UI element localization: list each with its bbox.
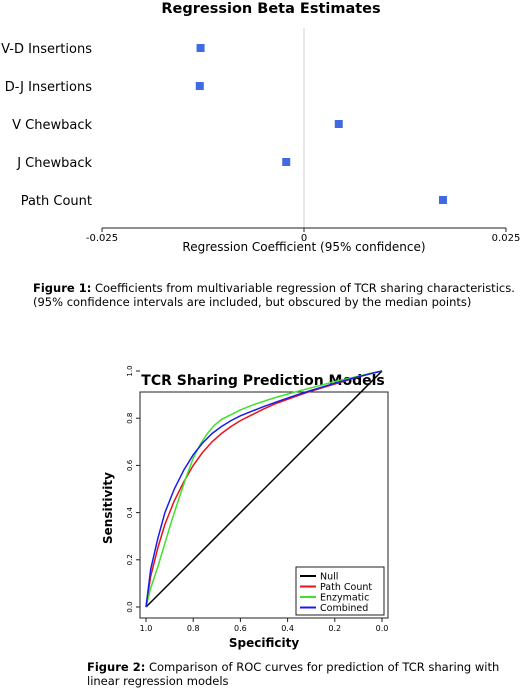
x-tick-label: 1.0 — [140, 624, 153, 633]
figure2-caption-label: Figure 2: — [87, 660, 146, 674]
y-tick-label: 0.2 — [126, 554, 134, 565]
figure1-caption: Figure 1: Coefficients from multivariabl… — [33, 281, 518, 309]
plot-frame — [139, 391, 389, 619]
y-tick-label: 0.8 — [126, 413, 134, 424]
y-tick-label: 0.4 — [126, 506, 134, 518]
x-tick-label: 0.025 — [492, 233, 520, 244]
chart2-plot-area: 1.0 0.8 0.6 0.4 0.2 0.0 0.0 0.2 0.4 0.6 0.8 1.0 Null… — [126, 365, 389, 633]
category-label: J Chewback — [16, 156, 92, 171]
figure1-caption-label: Figure 1: — [33, 281, 92, 295]
estimate-point — [334, 120, 343, 128]
legend-label: Path Count — [320, 582, 372, 593]
regression-beta-chart: Regression Beta Estimates -0.025 0 0.025 V-… — [1, 1, 520, 254]
chart2-title: TCR Sharing Prediction Models — [141, 373, 384, 389]
estimate-point — [195, 82, 204, 90]
category-label: V Chewback — [12, 118, 92, 133]
x-tick-label: 0.2 — [328, 624, 341, 633]
x-tick-label: -0.025 — [86, 233, 118, 244]
category-label: Path Count — [21, 194, 92, 209]
estimate-point — [196, 44, 205, 52]
legend-label: Enzymatic — [320, 593, 369, 604]
chart1-plot-area: -0.025 0 0.025 V-D Insertions D-J Insertions… — [1, 28, 520, 244]
roc-curve-combined — [145, 370, 383, 608]
x-tick-label: 0 — [301, 233, 307, 244]
figure1-caption-text: Coefficients from multivariable regressi… — [33, 281, 515, 309]
y-tick-label: 0.0 — [126, 601, 134, 612]
figure2-caption-text: Comparison of ROC curves for prediction … — [87, 660, 500, 688]
chart1-title: Regression Beta Estimates — [161, 1, 380, 17]
x-tick-label: 0.0 — [376, 624, 389, 633]
figure2-caption: Figure 2: Comparison of ROC curves for p… — [87, 660, 517, 688]
x-tick-label: 0.6 — [234, 624, 247, 633]
roc-curve-null — [145, 370, 383, 608]
roc-curve-enzymatic — [145, 370, 383, 608]
legend-label: Combined — [320, 603, 368, 614]
category-label: D-J Insertions — [5, 80, 92, 95]
chart2-x-axis-label: Specificity — [229, 636, 299, 650]
estimate-point — [282, 158, 291, 166]
legend-label: Null — [320, 572, 338, 583]
chart2-y-axis-label: Sensitivity — [101, 472, 115, 544]
y-tick-label: 0.6 — [126, 459, 134, 471]
estimate-point — [438, 196, 447, 204]
x-tick-label: 0.4 — [281, 624, 294, 633]
x-tick-label: 0.8 — [187, 624, 200, 633]
chart1-x-axis-label: Regression Coefficient (95% confidence) — [182, 240, 425, 254]
category-label: V-D Insertions — [1, 42, 92, 57]
y-tick-label: 1.0 — [126, 365, 134, 376]
roc-chart: TCR Sharing Prediction Models 1.0 0.8 0.6 0… — [101, 365, 389, 650]
